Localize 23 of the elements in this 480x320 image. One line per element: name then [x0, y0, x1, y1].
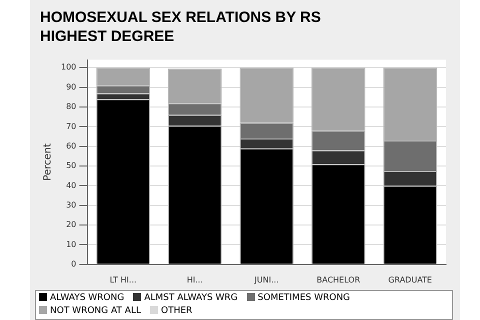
x-tick-label: GRADUATE [388, 275, 432, 284]
y-tick-label: 30 [66, 200, 76, 210]
y-tick-label: 60 [66, 141, 76, 150]
y-tick-label: 100 [60, 62, 76, 72]
x-tick-label: BACHELOR [316, 275, 361, 284]
x-tick-label: HI... [186, 275, 203, 284]
y-axis-title: Percent [42, 143, 54, 181]
y-tick-label: 10 [66, 240, 76, 249]
legend-label: ALMST ALWAYS WRG [143, 292, 238, 305]
legend-label: SOMETIMES WRONG [256, 292, 350, 305]
y-tick-label: 20 [66, 220, 76, 230]
y-tick-label: 80 [66, 102, 76, 112]
legend-label: ALWAYS WRONG [49, 292, 124, 305]
x-tick-label: JUNI... [254, 275, 279, 284]
y-tick-label: 90 [66, 82, 76, 92]
y-tick-label: 0 [71, 259, 76, 268]
y-tick-label: 50 [66, 161, 76, 170]
y-tick-label: 40 [66, 180, 76, 190]
x-tick-label: LT HI... [110, 275, 137, 284]
legend-label: OTHER [160, 305, 192, 318]
y-tick-label: 70 [66, 122, 76, 131]
legend-label: NOT WRONG AT ALL [49, 305, 141, 318]
chart-title: HOMOSEXUAL SEX RELATIONS BY RS HIGHEST DEGREE [40, 8, 322, 46]
